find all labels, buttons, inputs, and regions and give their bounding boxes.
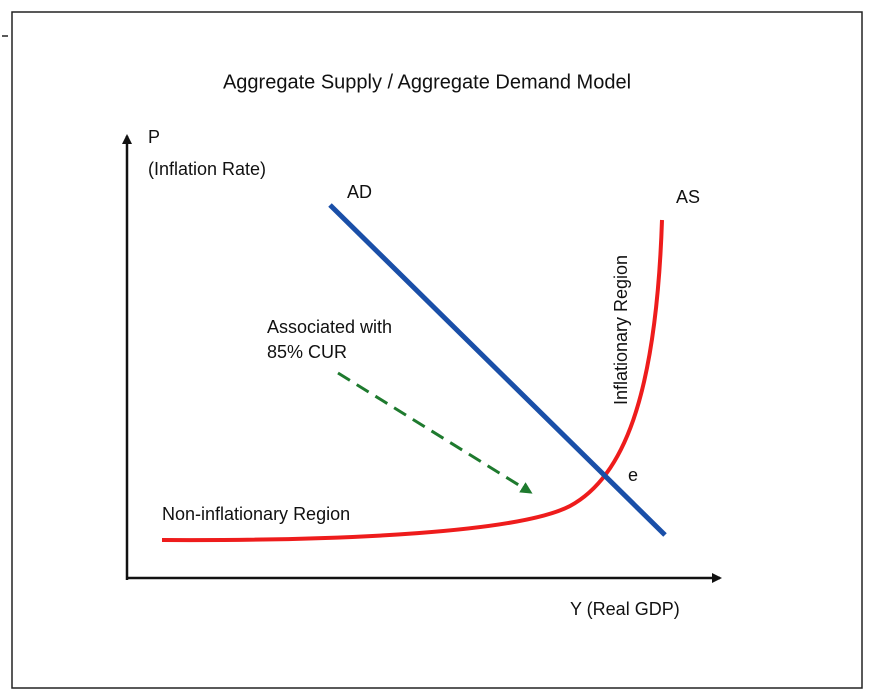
ad-label: AD: [347, 182, 372, 202]
as-curve: [161, 219, 664, 543]
y-axis-symbol: P: [148, 127, 160, 147]
equilibrium-label: e: [628, 465, 638, 485]
arrow: [337, 371, 533, 494]
as-label: AS: [676, 187, 700, 207]
frame: [11, 11, 863, 689]
inflationary-label: Inflationary Region: [611, 255, 631, 405]
x-axis-label: Y (Real GDP): [570, 599, 680, 619]
ad-line: [328, 203, 667, 537]
note-line: Associated with: [267, 317, 392, 337]
y-axis-label: (Inflation Rate): [148, 159, 266, 179]
title: Aggregate Supply / Aggregate Demand Mode…: [223, 71, 631, 93]
note-line: 85% CUR: [267, 342, 347, 362]
non-inflationary-label: Non-inflationary Region: [162, 504, 350, 524]
